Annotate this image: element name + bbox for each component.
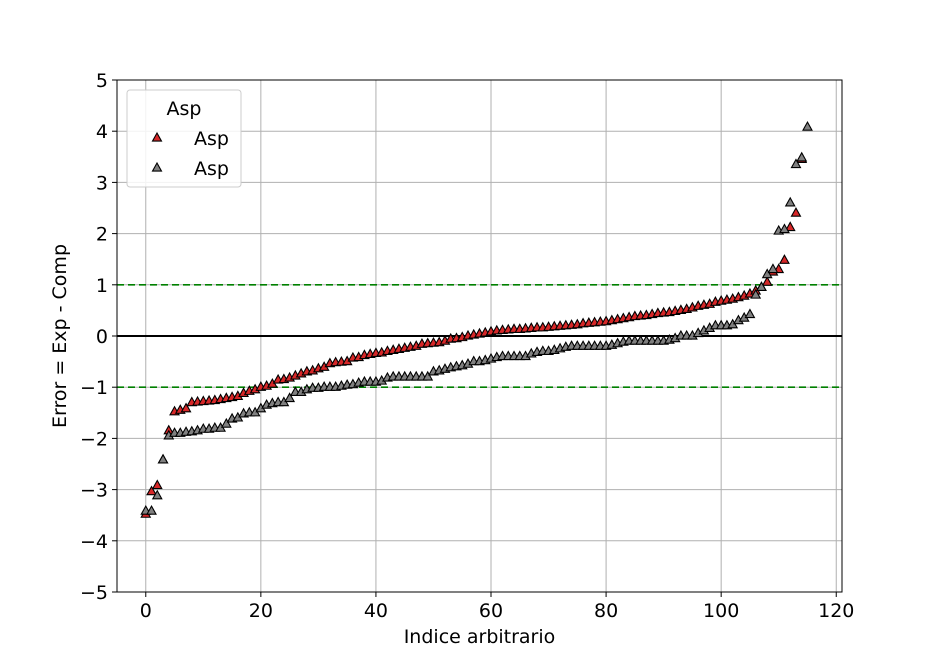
x-tick-label: 100 [703,600,739,622]
legend-entry-label: Asp [194,158,229,180]
legend: Asp Asp Asp [127,90,241,187]
y-tick-label: −1 [80,377,108,399]
y-axis-label: Error = Exp - Comp [49,244,71,428]
y-tick-label: 1 [96,275,108,297]
y-tick-label: −4 [80,531,108,553]
y-tick-label: 2 [96,224,108,246]
y-tick-label: 4 [96,121,108,143]
x-tick-label: 0 [140,600,152,622]
y-tick-label: 0 [96,326,108,348]
x-tick-label: 20 [249,600,273,622]
legend-entry-label: Asp [194,128,229,150]
x-axis-label: Indice arbitrario [404,626,556,648]
x-tick-label: 80 [594,600,618,622]
y-tick-label: 5 [96,70,108,92]
x-tick-label: 40 [364,600,388,622]
x-tick-label: 60 [479,600,503,622]
y-tick-label: −5 [80,582,108,604]
y-tick-label: −3 [80,480,108,502]
y-tick-label: −2 [80,428,108,450]
y-tick-label: 3 [96,172,108,194]
x-tick-label: 120 [818,600,854,622]
legend-title: Asp [167,98,202,120]
